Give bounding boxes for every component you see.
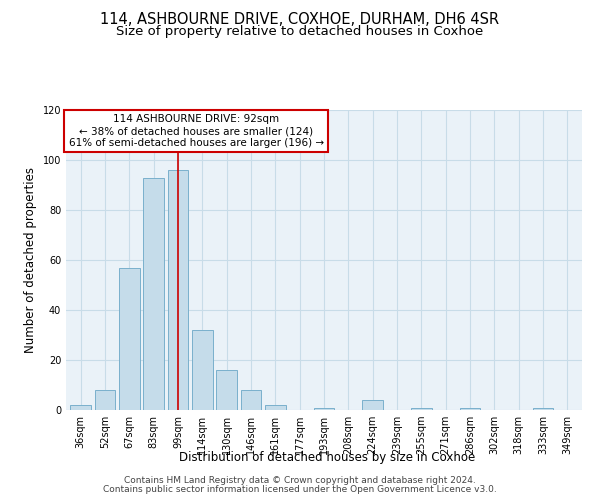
Bar — [70, 405, 91, 410]
Bar — [192, 330, 212, 410]
Bar — [95, 390, 115, 410]
Text: Contains public sector information licensed under the Open Government Licence v3: Contains public sector information licen… — [103, 485, 497, 494]
Bar — [362, 400, 383, 410]
Text: 114 ASHBOURNE DRIVE: 92sqm
← 38% of detached houses are smaller (124)
61% of sem: 114 ASHBOURNE DRIVE: 92sqm ← 38% of deta… — [68, 114, 324, 148]
Text: Size of property relative to detached houses in Coxhoe: Size of property relative to detached ho… — [116, 25, 484, 38]
Text: Contains HM Land Registry data © Crown copyright and database right 2024.: Contains HM Land Registry data © Crown c… — [124, 476, 476, 485]
Bar — [167, 170, 188, 410]
Bar — [314, 408, 334, 410]
Bar — [216, 370, 237, 410]
Text: 114, ASHBOURNE DRIVE, COXHOE, DURHAM, DH6 4SR: 114, ASHBOURNE DRIVE, COXHOE, DURHAM, DH… — [100, 12, 500, 28]
Text: Distribution of detached houses by size in Coxhoe: Distribution of detached houses by size … — [179, 451, 475, 464]
Bar — [119, 268, 140, 410]
Bar — [241, 390, 262, 410]
Bar — [533, 408, 553, 410]
Bar — [265, 405, 286, 410]
Bar — [143, 178, 164, 410]
Bar — [411, 408, 432, 410]
Bar — [460, 408, 481, 410]
Y-axis label: Number of detached properties: Number of detached properties — [24, 167, 37, 353]
